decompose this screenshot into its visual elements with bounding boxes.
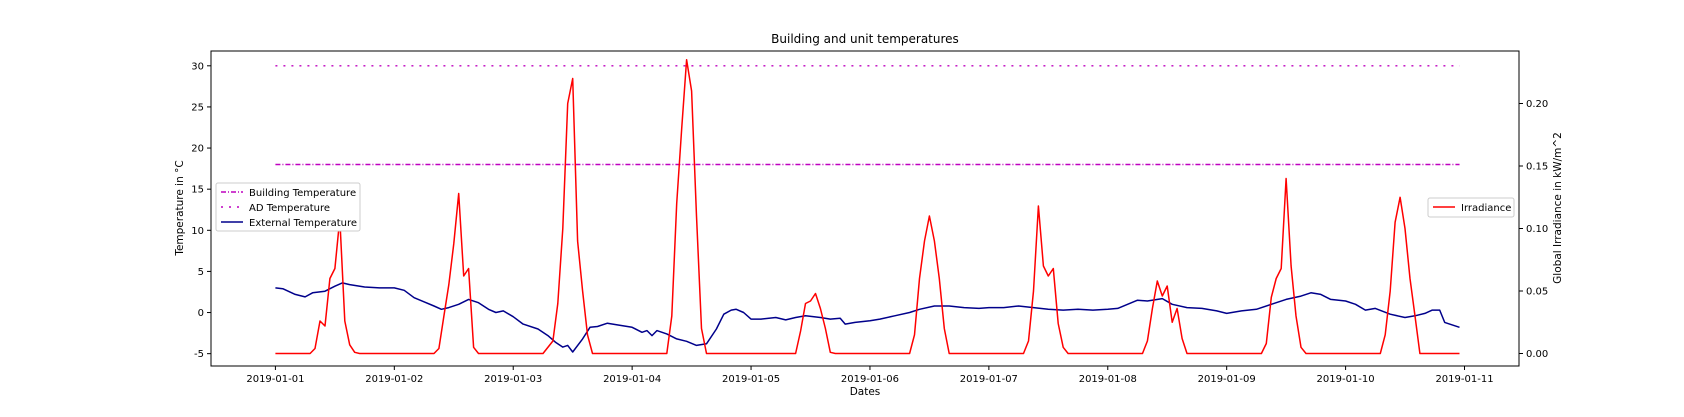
y-left-tick-label: -5: [194, 349, 204, 360]
x-tick-label: 2019-01-03: [484, 374, 542, 385]
y-left-tick-label: 15: [191, 185, 204, 196]
y-left-tick-label: 5: [198, 267, 204, 278]
y-left-tick-label: 10: [191, 226, 204, 237]
legend-building-label: Building Temperature: [249, 188, 356, 199]
x-tick-label: 2019-01-04: [603, 374, 661, 385]
y-left-tick-label: 30: [191, 61, 204, 72]
x-tick-label: 2019-01-08: [1079, 374, 1137, 385]
x-tick-label: 2019-01-06: [841, 374, 899, 385]
y-left-tick-label: 20: [191, 144, 204, 155]
legend-right: Irradiance: [1427, 197, 1515, 218]
y-right-tick-label: 0.15: [1526, 162, 1548, 173]
x-tick-label: 2019-01-10: [1317, 374, 1375, 385]
y-left-tick-label: 25: [191, 102, 204, 113]
legend-right-box: [1427, 197, 1515, 218]
legend-left-box: [215, 182, 361, 232]
y-right-tick-label: 0.00: [1526, 349, 1548, 360]
y-left-tick-label: 0: [198, 308, 204, 319]
y-axis-left-label: Temperature in °C: [174, 160, 186, 256]
left-axis: -5 0 5 10 15 20 25 30: [191, 61, 211, 360]
legend-ad-label: AD Temperature: [249, 203, 330, 214]
x-tick-label: 2019-01-01: [246, 374, 304, 385]
x-axis-label: Dates: [850, 386, 881, 398]
series-layer: [275, 59, 1460, 355]
chart-title: Building and unit temperatures: [771, 32, 959, 46]
irradiance-line: [275, 59, 1460, 355]
y-right-tick-label: 0.05: [1526, 287, 1548, 298]
x-tick-label: 2019-01-05: [722, 374, 780, 385]
x-tick-label: 2019-01-09: [1198, 374, 1256, 385]
plot-frame: [210, 50, 1520, 367]
legend-external-label: External Temperature: [249, 218, 357, 229]
y-axis-right-label: Global Irradiance in kW/m^2: [1552, 132, 1564, 284]
right-axis: 0.00 0.05 0.10 0.15 0.20: [1519, 99, 1548, 360]
y-right-tick-label: 0.10: [1526, 224, 1548, 235]
x-tick-label: 2019-01-02: [365, 374, 423, 385]
x-tick-label: 2019-01-07: [960, 374, 1018, 385]
legend-irradiance-label: Irradiance: [1461, 203, 1511, 214]
external-temperature-line: [275, 282, 1460, 353]
legend-left: Building Temperature AD Temperature Exte…: [215, 182, 361, 232]
y-right-tick-label: 0.20: [1526, 99, 1548, 110]
x-tick-label: 2019-01-11: [1435, 374, 1493, 385]
x-axis: 2019-01-01 2019-01-02 2019-01-03 2019-01-04…: [246, 366, 1494, 385]
